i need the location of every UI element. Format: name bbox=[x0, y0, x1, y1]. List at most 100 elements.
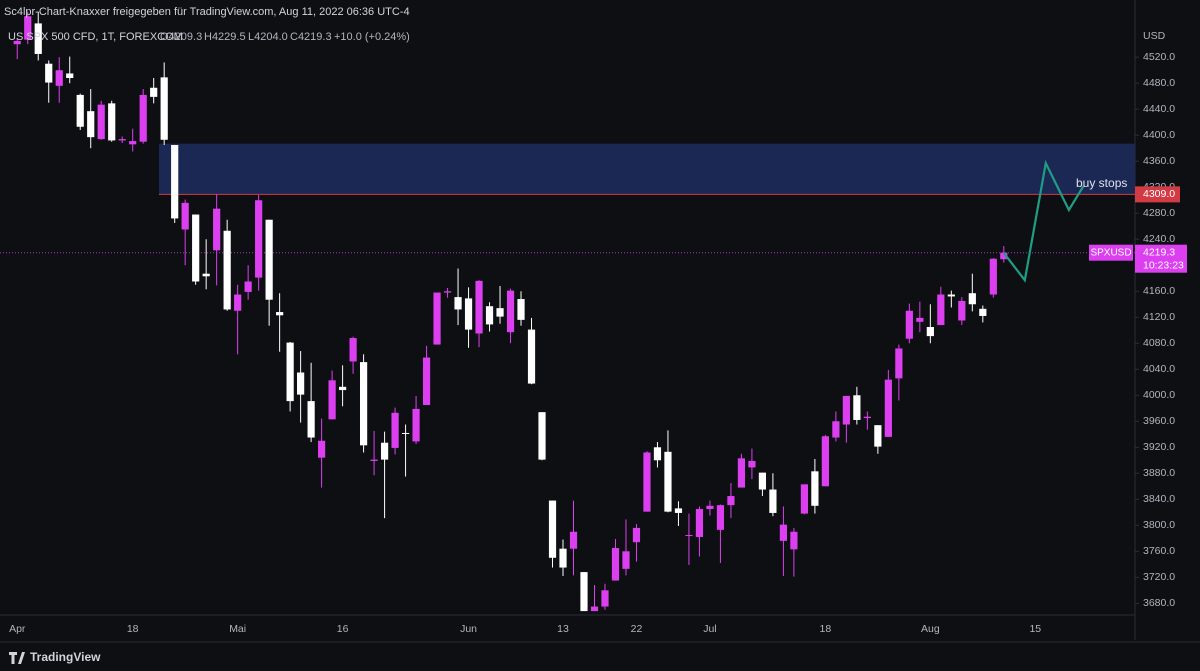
projection-path bbox=[1002, 159, 1085, 283]
candle-body bbox=[192, 214, 200, 282]
candle-body bbox=[622, 551, 630, 569]
x-tick-label: 16 bbox=[337, 623, 349, 635]
candle-body bbox=[297, 372, 305, 395]
candle-body bbox=[758, 472, 767, 490]
candle-body bbox=[916, 317, 924, 322]
candle-body bbox=[685, 535, 693, 537]
candle-body bbox=[66, 73, 74, 79]
candle-body bbox=[265, 219, 273, 300]
candle-body bbox=[895, 348, 903, 379]
candle-body bbox=[1000, 252, 1008, 260]
candle-body bbox=[580, 572, 588, 612]
candle-body bbox=[790, 531, 798, 550]
candle-body bbox=[853, 395, 861, 420]
candle-body bbox=[538, 412, 546, 460]
candle-body bbox=[34, 23, 42, 54]
candle-body bbox=[863, 416, 871, 419]
candle-body bbox=[958, 300, 966, 321]
candle-body bbox=[171, 144, 179, 219]
candle-body bbox=[716, 505, 725, 530]
candle-body bbox=[874, 425, 882, 447]
candle-body bbox=[485, 306, 494, 325]
candle-body bbox=[611, 548, 620, 581]
y-tick-label: 3680.0 bbox=[1143, 597, 1175, 609]
last-label: 4219.3 bbox=[1143, 246, 1175, 258]
y-tick-label: 4360.0 bbox=[1143, 155, 1175, 167]
supply-zone bbox=[158, 143, 1136, 195]
y-unit: USD bbox=[1143, 30, 1166, 42]
y-tick-label: 4400.0 bbox=[1143, 129, 1175, 141]
last-symbol-bg bbox=[1089, 244, 1133, 261]
candle-body bbox=[433, 292, 441, 345]
candle-body bbox=[286, 342, 294, 402]
candle-body bbox=[13, 40, 21, 45]
y-tick-label: 4160.0 bbox=[1143, 285, 1175, 297]
candle-body bbox=[87, 111, 95, 138]
candle-body bbox=[139, 94, 147, 142]
candle-body bbox=[412, 408, 420, 442]
y-tick-label: 3880.0 bbox=[1143, 467, 1175, 479]
share-title: Sc4lpr-Chart-Knaxxer freigegeben für Tra… bbox=[4, 6, 410, 18]
candle-body bbox=[307, 401, 315, 438]
candle-body bbox=[653, 447, 662, 461]
candle-body bbox=[737, 458, 746, 488]
candle-body bbox=[129, 141, 137, 145]
level-label: 4309.0 bbox=[1143, 188, 1175, 200]
candle-body bbox=[349, 338, 357, 362]
y-tick-label: 3920.0 bbox=[1143, 441, 1175, 453]
y-tick-label: 4520.0 bbox=[1143, 51, 1175, 63]
x-tick-label: Aug bbox=[921, 623, 940, 635]
candle-body bbox=[926, 327, 934, 337]
candle-body bbox=[632, 527, 641, 543]
candle-body bbox=[779, 524, 788, 541]
candle-body bbox=[276, 312, 284, 316]
level-label-bg bbox=[1135, 186, 1180, 203]
y-tick-label: 4000.0 bbox=[1143, 389, 1175, 401]
candle-body bbox=[401, 432, 410, 434]
candle-body bbox=[664, 451, 672, 512]
change: +10.0 (+0.24%) bbox=[334, 31, 410, 43]
candle-body bbox=[527, 329, 536, 384]
ohlc-high: H4229.5 bbox=[204, 31, 246, 43]
candle-body bbox=[318, 440, 326, 458]
plot-area bbox=[0, 11, 1136, 612]
y-tick-label: 4120.0 bbox=[1143, 311, 1175, 323]
candle-body bbox=[339, 386, 347, 391]
candle-body bbox=[76, 94, 84, 127]
brand-logo bbox=[9, 652, 25, 664]
y-tick-label: 4480.0 bbox=[1143, 77, 1175, 89]
candle-body bbox=[968, 293, 976, 305]
candle-body bbox=[181, 202, 189, 230]
candle-body bbox=[884, 379, 892, 437]
y-tick-label: 3800.0 bbox=[1143, 519, 1175, 531]
candle-body bbox=[443, 291, 452, 293]
candle-body bbox=[842, 395, 850, 425]
y-tick-label: 3840.0 bbox=[1143, 493, 1175, 505]
candle-body bbox=[24, 16, 32, 40]
candle-body bbox=[55, 70, 63, 86]
candle-body bbox=[937, 294, 945, 326]
candle-body bbox=[706, 505, 714, 510]
candle-body bbox=[674, 508, 683, 513]
candle-body bbox=[108, 103, 116, 141]
symbol: US SPX 500 CFD, 1T, FOREXCOM bbox=[8, 31, 183, 43]
candle-body bbox=[905, 310, 913, 339]
candle-body bbox=[422, 357, 431, 406]
candle-body bbox=[979, 308, 987, 316]
y-tick-label: 4080.0 bbox=[1143, 337, 1175, 349]
ohlc-close: C4219.3 bbox=[290, 31, 332, 43]
countdown: 10:23:23 bbox=[1143, 259, 1184, 271]
candle-body bbox=[947, 294, 955, 297]
candle-body bbox=[832, 421, 840, 438]
x-tick-label: Mai bbox=[229, 623, 246, 635]
candle-body bbox=[213, 208, 221, 251]
candle-body bbox=[234, 294, 242, 311]
candle-body bbox=[359, 362, 368, 446]
candle-body bbox=[695, 509, 704, 537]
legend: US SPX 500 CFD, 1T, FOREXCOM O4209.3 H42… bbox=[8, 31, 410, 43]
y-tick-label: 3720.0 bbox=[1143, 571, 1175, 583]
candle-body bbox=[244, 281, 252, 292]
candle-body bbox=[800, 484, 808, 514]
